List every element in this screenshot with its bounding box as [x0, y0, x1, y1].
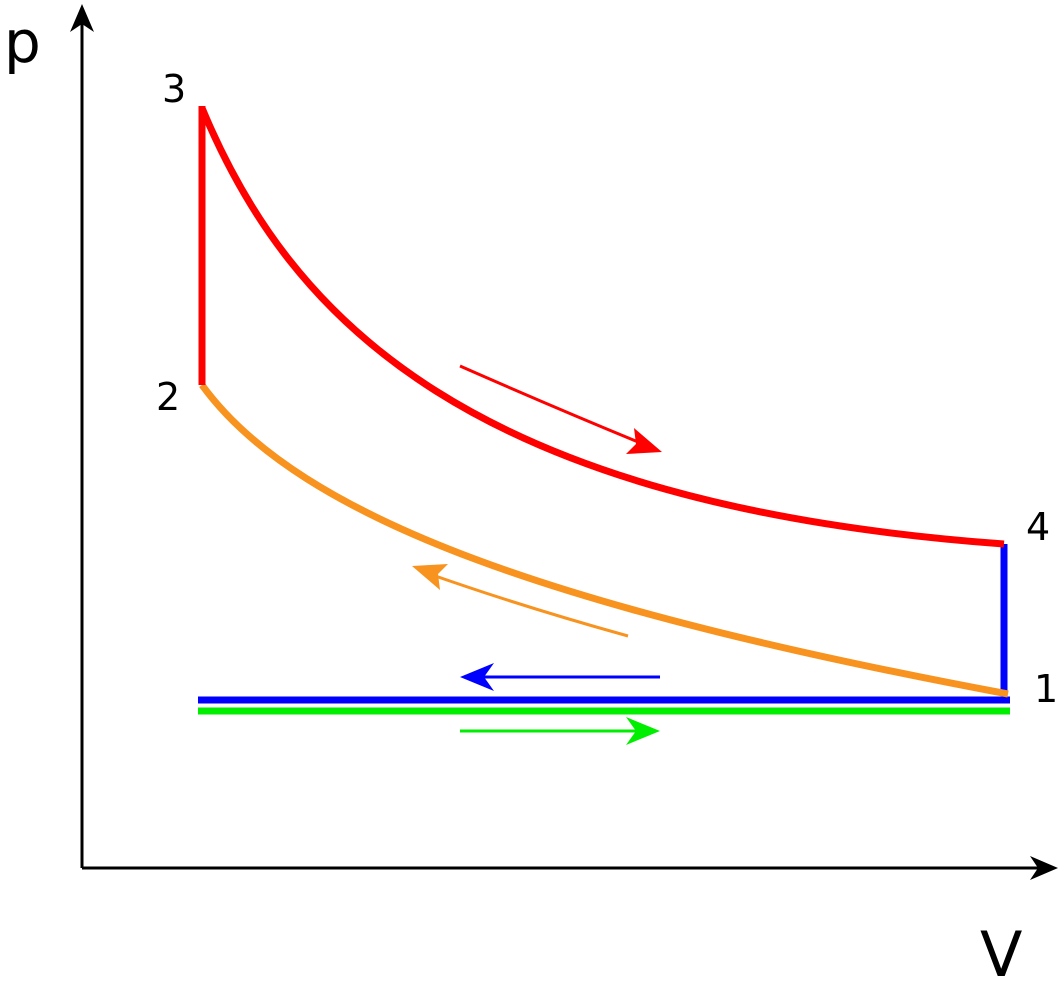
compression-arrowhead — [412, 564, 448, 590]
expansion-direction-arrow — [459, 364, 649, 448]
intake-arrowhead — [626, 717, 660, 745]
x-axis-arrowhead — [1030, 856, 1058, 880]
y-axis-label: p — [4, 8, 41, 76]
point-label-4: 4 — [1026, 505, 1050, 549]
compression-curve — [199, 382, 1009, 698]
y-axis-arrowhead — [70, 4, 94, 32]
expansion-arrowhead — [626, 428, 662, 454]
expansion-curve — [198, 106, 1005, 548]
exhaust-arrowhead — [460, 663, 494, 691]
point-label-2: 2 — [156, 375, 180, 419]
point-label-1: 1 — [1034, 667, 1058, 711]
x-axis-label: V — [980, 918, 1022, 991]
point-label-3: 3 — [162, 67, 186, 111]
compression-direction-arrow — [423, 570, 629, 638]
